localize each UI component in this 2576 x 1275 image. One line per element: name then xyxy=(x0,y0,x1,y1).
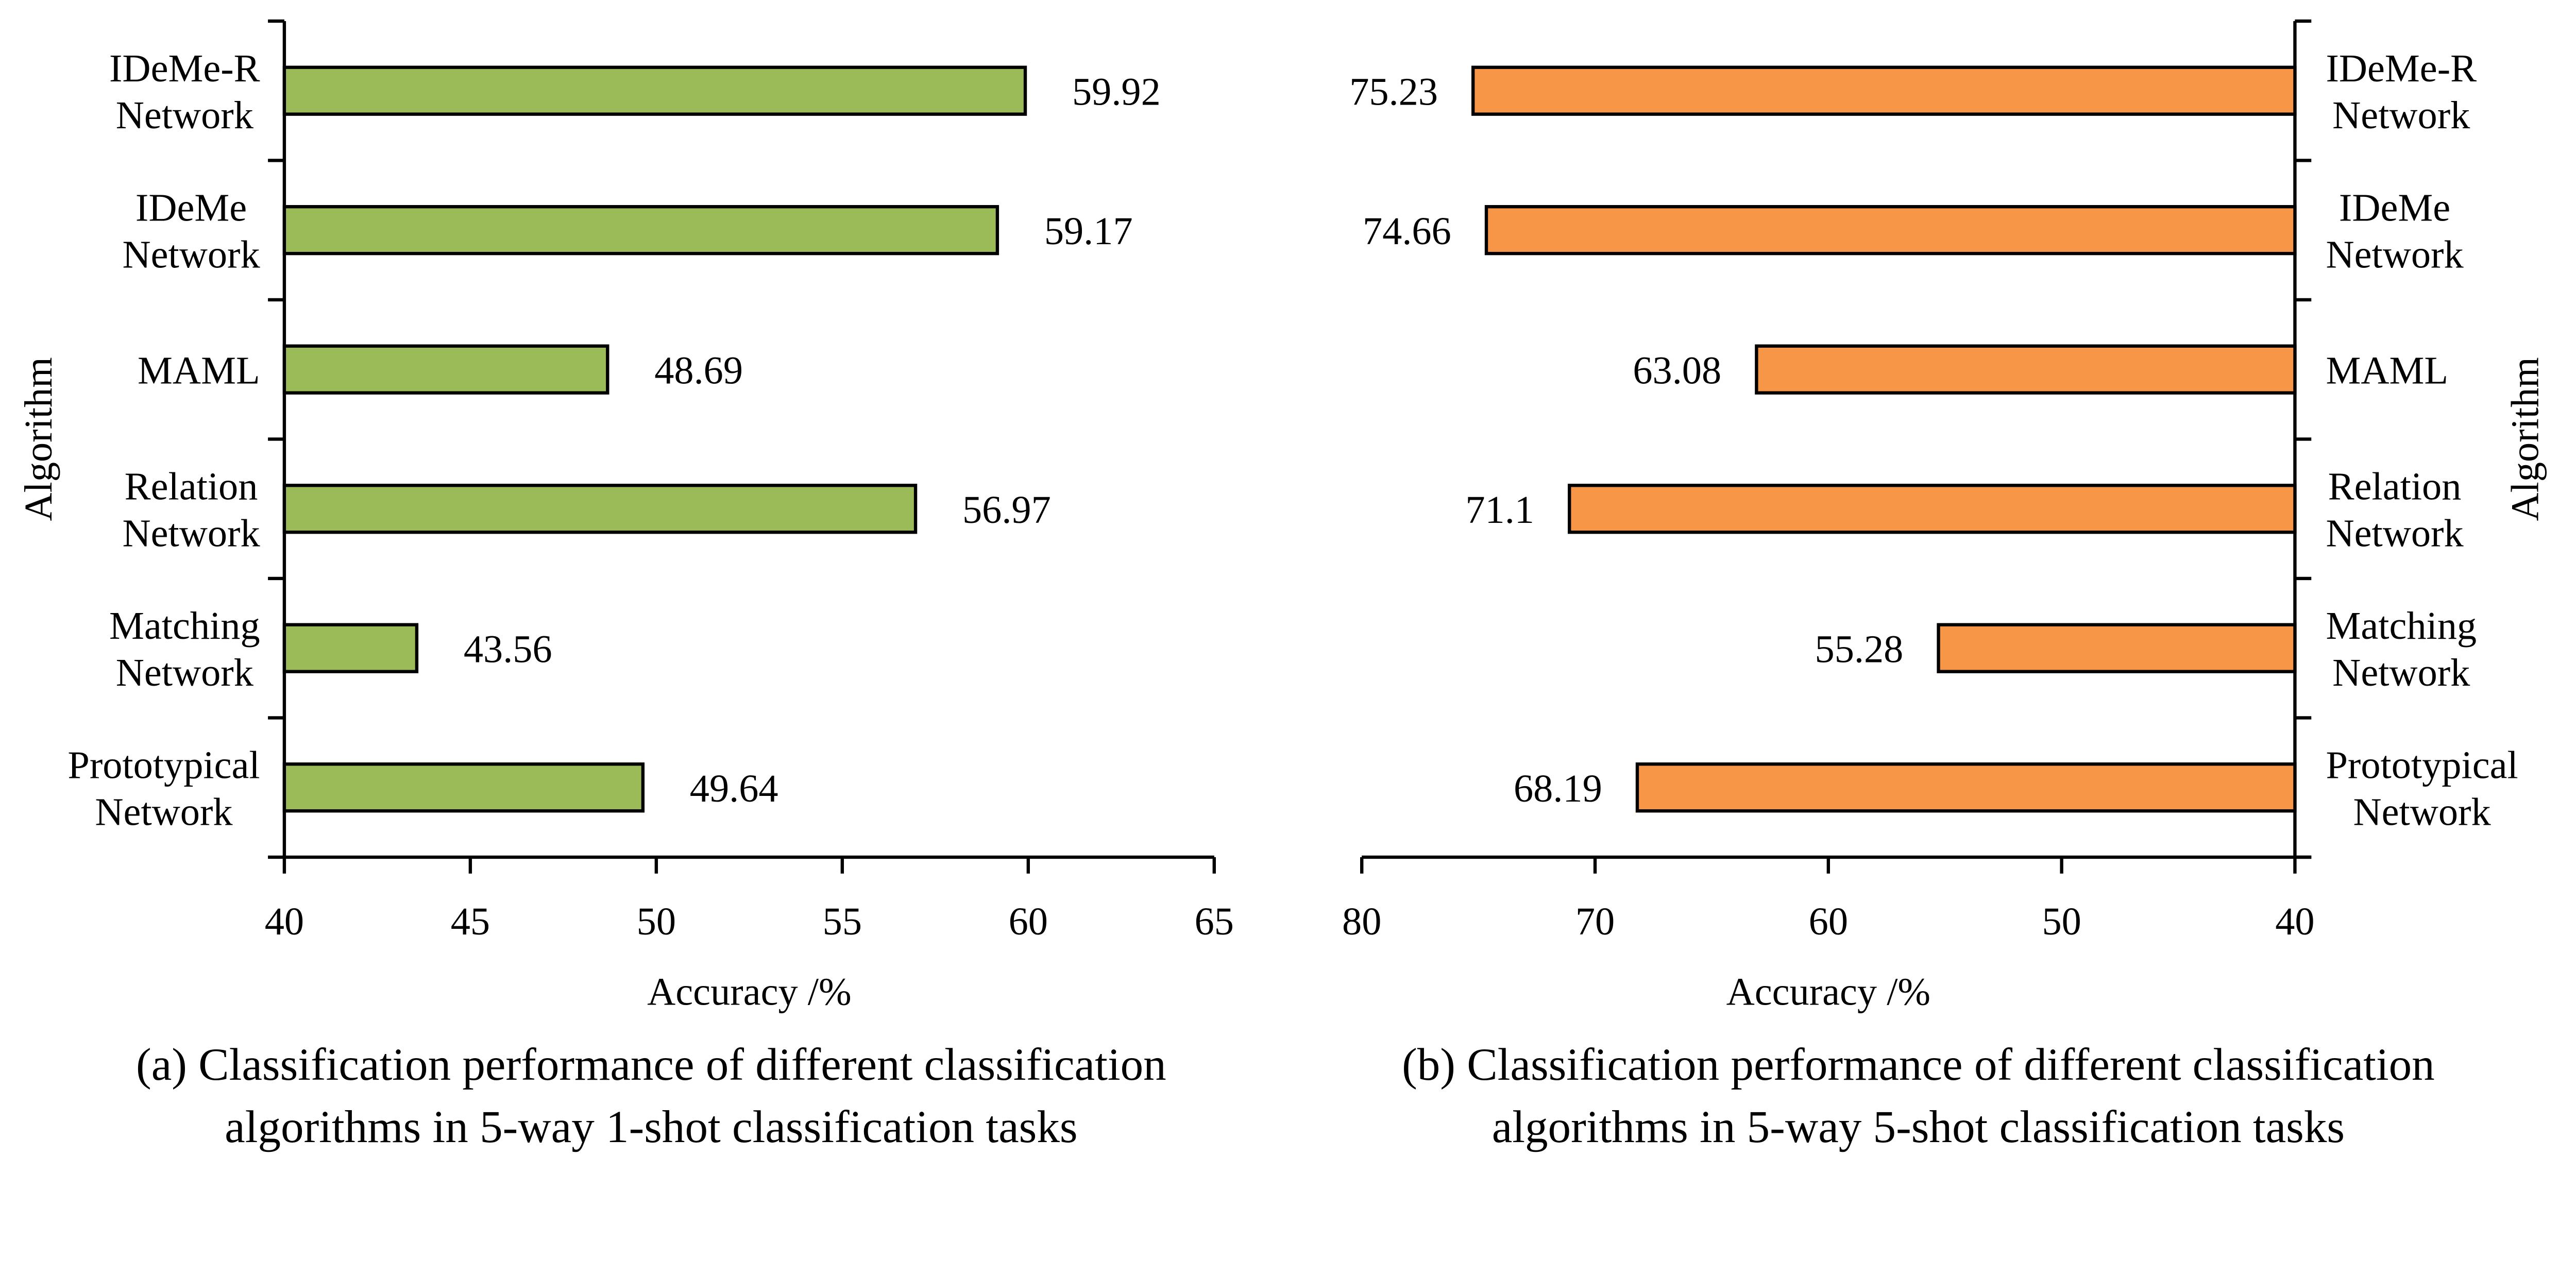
data-label: 59.92 xyxy=(1072,70,1161,113)
x-tick-label: 40 xyxy=(2275,899,2314,943)
x-axis-title: Accuracy /% xyxy=(1726,970,1930,1013)
category-label: MAML xyxy=(2326,348,2448,392)
bar xyxy=(282,65,1027,116)
bar xyxy=(1635,762,2297,813)
x-tick-label: 50 xyxy=(2042,899,2081,943)
category-label: Prototypical Network xyxy=(2326,743,2518,834)
category-label-line: MAML xyxy=(2326,348,2448,392)
category-label: Matching Network xyxy=(2326,604,2477,694)
category-label-line: Prototypical xyxy=(67,743,260,787)
data-label: 48.69 xyxy=(654,348,743,392)
category-label: IDeMe-R Network xyxy=(109,46,260,137)
category-label-line: IDeMe xyxy=(2339,185,2450,229)
x-tick-label: 50 xyxy=(637,899,676,943)
category-label-line: Network xyxy=(95,790,233,834)
y-axis-title: Algorithm xyxy=(2503,357,2547,521)
y-axis-title: Algorithm xyxy=(16,357,60,521)
data-label: 49.64 xyxy=(690,767,778,810)
category-label: Relation Network xyxy=(122,464,260,555)
data-label: 56.97 xyxy=(962,488,1051,532)
category-label: IDeMe Network xyxy=(2326,185,2464,276)
bar xyxy=(1484,205,2297,256)
bar xyxy=(282,344,609,395)
category-label-line: Prototypical xyxy=(2326,743,2518,787)
category-label-line: IDeMe xyxy=(135,185,247,229)
x-axis-title: Accuracy /% xyxy=(647,970,851,1013)
bar xyxy=(1755,344,2297,395)
category-label: Matching Network xyxy=(109,604,260,694)
data-label: 43.56 xyxy=(464,627,552,671)
category-label-line: IDeMe-R xyxy=(109,46,260,90)
category-label-line: Relation xyxy=(125,464,258,508)
data-label: 68.19 xyxy=(1514,767,1602,810)
bar xyxy=(282,623,419,673)
category-label-line: Network xyxy=(116,651,254,694)
bar xyxy=(282,762,645,813)
category-label-line: Network xyxy=(2326,511,2464,555)
data-label: 63.08 xyxy=(1633,348,1721,392)
category-label-line: Network xyxy=(116,93,254,137)
category-label-line: IDeMe-R xyxy=(2326,46,2477,90)
bar xyxy=(1471,65,2297,116)
x-tick-label: 65 xyxy=(1195,899,1234,943)
data-label: 74.66 xyxy=(1363,209,1451,253)
category-label-line: MAML xyxy=(138,348,260,392)
category-label-line: Network xyxy=(2353,790,2491,834)
category-label-line: Matching xyxy=(2326,604,2477,648)
category-label: IDeMe Network xyxy=(122,185,260,276)
data-label: 75.23 xyxy=(1349,70,1438,113)
data-label: 71.1 xyxy=(1465,488,1534,532)
figure-caption-line: algorithms in 5-way 1-shot classificatio… xyxy=(225,1102,1077,1152)
category-label: Relation Network xyxy=(2326,464,2464,555)
figure-caption-line: algorithms in 5-way 5-shot classificatio… xyxy=(1492,1102,2345,1152)
x-tick-label: 40 xyxy=(265,899,304,943)
category-label-line: Network xyxy=(2332,651,2470,694)
x-tick-label: 70 xyxy=(1575,899,1615,943)
x-tick-label: 45 xyxy=(451,899,490,943)
data-label: 55.28 xyxy=(1815,627,1904,671)
category-label-line: Relation xyxy=(2328,464,2462,508)
x-tick-label: 60 xyxy=(1809,899,1848,943)
category-label-line: Network xyxy=(122,232,260,276)
category-label-line: Network xyxy=(122,511,260,555)
category-label-line: Matching xyxy=(109,604,260,648)
bar xyxy=(282,205,999,256)
bar xyxy=(1568,484,2297,534)
x-tick-label: 80 xyxy=(1342,899,1381,943)
figure-caption-line: (a) Classification performance of differ… xyxy=(136,1040,1166,1090)
x-tick-label: 55 xyxy=(823,899,862,943)
category-label: MAML xyxy=(138,348,260,392)
category-label-line: Network xyxy=(2326,232,2464,276)
category-label: Prototypical Network xyxy=(67,743,260,834)
figure-caption-line: (b) Classification performance of differ… xyxy=(1402,1040,2435,1090)
data-label: 59.17 xyxy=(1044,209,1133,253)
bar xyxy=(282,484,918,534)
bar xyxy=(1937,623,2297,673)
category-label-line: Network xyxy=(2332,93,2470,137)
x-tick-label: 60 xyxy=(1009,899,1048,943)
category-label: IDeMe-R Network xyxy=(2326,46,2477,137)
